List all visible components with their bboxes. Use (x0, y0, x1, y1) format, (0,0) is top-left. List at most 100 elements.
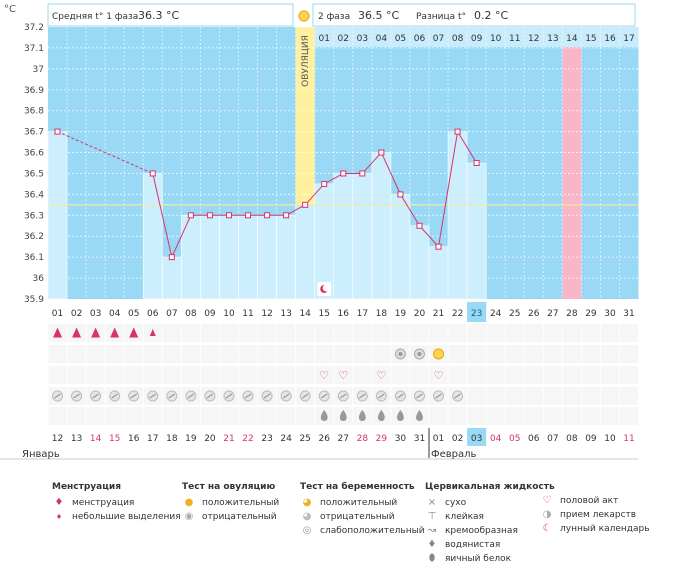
pregtest-stroke (187, 393, 195, 399)
row-cell (505, 387, 524, 405)
row-cell (372, 366, 391, 384)
temp-bar (409, 225, 430, 300)
ovtest-positive-icon: ● (184, 497, 194, 508)
temp-bar (162, 256, 182, 300)
cycle-day-label: 10 (223, 309, 235, 319)
date-label: 01 (433, 434, 444, 444)
row-cell (467, 345, 486, 363)
row-cell (543, 407, 562, 425)
date-label: 15 (109, 434, 120, 444)
row-cell (562, 345, 581, 363)
today-marker (467, 302, 487, 322)
temp-point (187, 212, 194, 219)
row-cell (429, 407, 448, 425)
date-label: 18 (166, 434, 178, 444)
row-cell (200, 345, 219, 363)
row-cell (581, 407, 600, 425)
cycle-day-label: 31 (623, 309, 634, 319)
date-label: 27 (338, 434, 349, 444)
row-cell (486, 366, 505, 384)
pregtest-stroke (73, 393, 80, 399)
row-cell (162, 345, 181, 363)
legend-item: слабоположительный (320, 526, 425, 536)
temp-point (397, 191, 404, 198)
ovulation-sun-icon (298, 10, 310, 22)
cycle-day-label: 01 (52, 309, 63, 319)
legend-menstruation: Менструация ♦ менструация ♦ небольшие выде… (52, 480, 181, 524)
pregtest-stroke (168, 393, 176, 399)
y-tick-label: 37 (33, 65, 44, 75)
legend-item: половой акт (560, 496, 619, 506)
legend-item: положительный (320, 498, 398, 508)
temp-point (378, 149, 385, 156)
date-label: 11 (623, 434, 634, 444)
row-cell (67, 407, 86, 425)
menstruation-icon (129, 327, 139, 338)
row-cell (372, 345, 391, 363)
y-tick-label: 35.9 (24, 295, 44, 305)
row-cell (143, 366, 162, 384)
legend-pregnancy-test: Тест на беременность ◕ положительный ◕ отр… (300, 480, 425, 538)
diff-label: Разница t° (416, 12, 466, 22)
legend-item: клейкая (445, 512, 484, 522)
plot-area: 01 02 03 04 05 06 07 08 09 10 11 12 13 14 15 16 17 ОВУЛЯЦ… (47, 27, 639, 300)
temp-line-segment (457, 131, 478, 164)
row-cell (315, 345, 334, 363)
pregtest-stroke (301, 393, 309, 399)
cycle-day-label: 27 (547, 309, 558, 319)
row-cell (562, 324, 581, 342)
row-cell (429, 366, 448, 384)
row-cell (448, 345, 467, 363)
row-cell (105, 366, 124, 384)
row-cell (277, 345, 296, 363)
symptom-rows: ♡ ♡ ♡ ♡ (48, 324, 639, 425)
pregtest-stroke (263, 393, 271, 399)
diff-value: 0.2 °C (474, 9, 508, 22)
temp-point (454, 128, 461, 135)
temp-bar (447, 131, 468, 300)
row-cell (334, 345, 353, 363)
date-label: 20 (204, 434, 216, 444)
row-cell (448, 407, 467, 425)
row-cell (524, 324, 543, 342)
row-cell (486, 324, 505, 342)
pregtest-stroke (206, 393, 214, 399)
row-cell (543, 345, 562, 363)
ovtest-negative-dot (398, 352, 403, 356)
spotting-icon: ♦ (55, 513, 63, 521)
y-tick-label: 36.4 (24, 190, 44, 200)
date-label: 25 (299, 434, 310, 444)
pregtest-stroke (92, 393, 99, 399)
y-tick-label: 37.1 (24, 44, 44, 54)
temp-bar (276, 215, 296, 300)
luteal-day-label: 09 (471, 34, 483, 44)
y-tick-label: 36.2 (24, 232, 44, 242)
row-cell (124, 366, 143, 384)
cycle-day-label: 12 (261, 309, 272, 319)
row-cell (219, 324, 238, 342)
medication-icon: ◑ (542, 509, 552, 520)
luteal-day-label: 14 (566, 34, 578, 44)
legend-item: водянистая (445, 540, 501, 550)
menstruation-icon (72, 327, 82, 338)
menstruation-icon (149, 329, 156, 336)
row-cell (48, 366, 67, 384)
cycle-day-label: 14 (299, 309, 311, 319)
y-tick-label: 36.1 (24, 253, 44, 263)
row-cell (543, 366, 562, 384)
menstruation-icon (110, 327, 120, 338)
legend-ovulation-title: Тест на овуляцию (182, 482, 276, 492)
row-cell (581, 324, 600, 342)
row-cell (581, 345, 600, 363)
cycle-day-label: 17 (357, 309, 368, 319)
luteal-day-label: 05 (395, 34, 406, 44)
pregtest-stroke (378, 393, 385, 399)
temp-bar (371, 152, 392, 300)
date-label: 06 (528, 434, 540, 444)
row-cell (105, 407, 124, 425)
pregtest-stroke (244, 393, 252, 399)
row-cell (277, 324, 296, 342)
cycle-day-label: 29 (585, 309, 597, 319)
temp-bar (47, 131, 68, 300)
temp-point (473, 160, 480, 166)
